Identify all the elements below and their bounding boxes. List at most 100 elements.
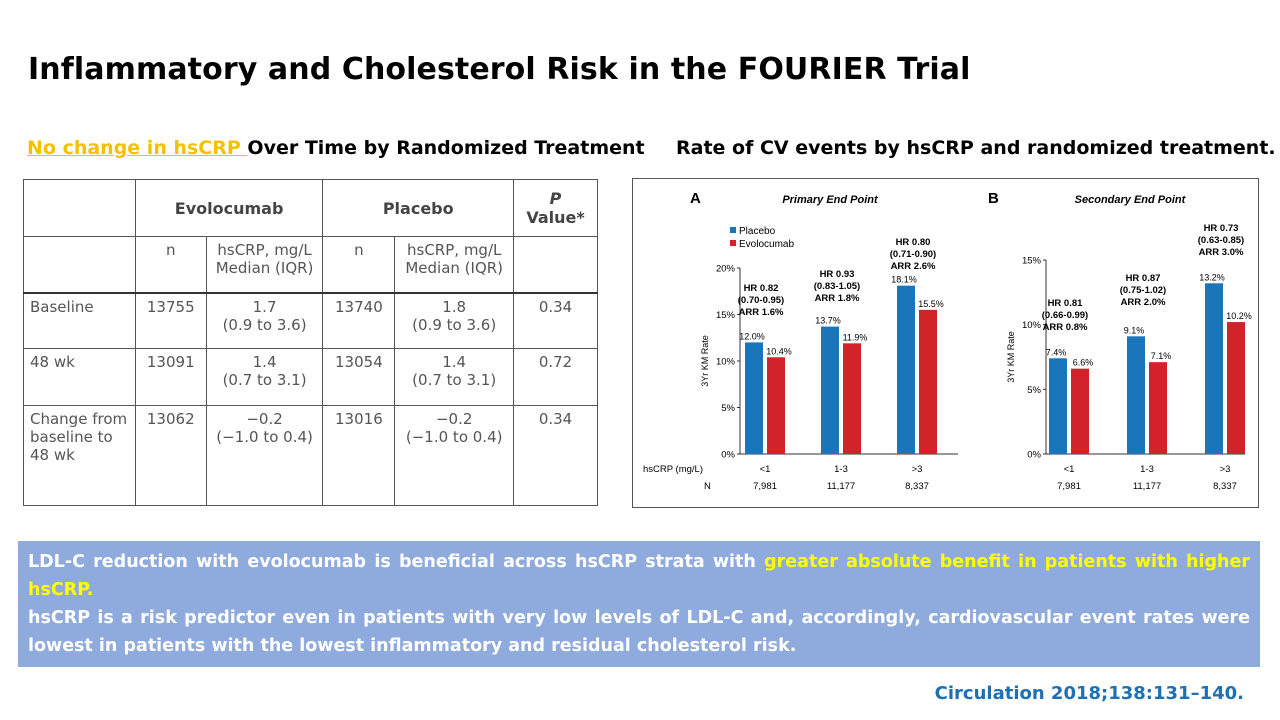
table-heading: No change in hsCRP Over Time by Randomiz… — [27, 137, 645, 159]
hr-annotation: ARR 1.6% — [739, 307, 784, 318]
summary-box: LDL-C reduction with evolocumab is benef… — [18, 541, 1260, 667]
y-tick-label: 15% — [716, 310, 736, 321]
y-tick-label: 15% — [1022, 256, 1042, 267]
cv-events-chart: A Primary End Point 0% 5% 10% 15% 20% 3Yr KM Ra… — [643, 190, 1252, 492]
cell-evo-median-value: −0.2 — [246, 410, 283, 428]
y-tick-label: 0% — [721, 450, 735, 461]
cell-evo-n: 13091 — [134, 348, 207, 406]
bar-value-label: 13.2% — [1199, 272, 1225, 282]
cell-pla-median-value: −0.2 — [435, 410, 473, 428]
table-heading-highlight: No change in hsCRP — [27, 137, 248, 159]
bar-value-label: 7.4% — [1046, 347, 1067, 357]
y-tick-label: 5% — [721, 403, 735, 414]
header-p-letter: P — [549, 189, 562, 208]
hr-annotation: ARR 0.8% — [1043, 322, 1088, 333]
n-value-label: 8,337 — [905, 481, 929, 492]
y-tick-label: 10% — [716, 357, 736, 368]
cell-pla-median: −0.2 (−1.0 to 0.4) — [394, 405, 515, 506]
chart-title: Secondary End Point — [1075, 194, 1187, 206]
n-value-label: 7,981 — [753, 481, 777, 492]
cell-pla-median-value: 1.8 — [442, 297, 467, 316]
subheader-pla-hscrp-line1: hsCRP, mg/L — [407, 241, 502, 259]
bar-placebo — [897, 285, 915, 454]
subheader-evo-hscrp: hsCRP, mg/L Median (IQR) — [205, 236, 324, 293]
bar-placebo — [1205, 283, 1223, 454]
bar-value-label: 6.6% — [1073, 358, 1094, 368]
y-tick-label: 0% — [1027, 450, 1041, 461]
citation: Circulation 2018;138:131–140. — [934, 683, 1244, 704]
hr-annotation: ARR 2.6% — [891, 261, 936, 272]
cell-evo-n: 13062 — [134, 405, 207, 506]
cell-evo-iqr: (0.9 to 3.6) — [222, 315, 307, 334]
subheader-evo-n: n — [134, 236, 207, 293]
table-heading-rest: Over Time by Randomized Treatment — [247, 137, 645, 159]
cell-evo-median: 1.4 (0.7 to 3.1) — [205, 348, 324, 406]
cell-pla-median: 1.8 (0.9 to 3.6) — [394, 291, 515, 349]
cell-evo-iqr: (−1.0 to 0.4) — [216, 428, 313, 446]
y-tick-label: 10% — [1022, 320, 1042, 331]
n-value-label: 11,177 — [1133, 481, 1161, 492]
bar-value-label: 18.1% — [891, 275, 917, 285]
hr-annotation: (0.66-0.99) — [1042, 310, 1088, 321]
cell-evo-median: 1.7 (0.9 to 3.6) — [205, 291, 324, 349]
table-row: Change from baseline to 48 wk 13062 −0.2… — [23, 405, 598, 506]
summary-line-1: LDL-C reduction with evolocumab is benef… — [28, 548, 1250, 604]
n-value-label: 11,177 — [827, 481, 855, 492]
cell-pla-iqr: (−1.0 to 0.4) — [405, 428, 503, 446]
bar-placebo — [821, 326, 839, 454]
legend-swatch-placebo — [730, 227, 736, 233]
x-category-label: 1-3 — [834, 464, 848, 475]
y-axis-label: 3Yr KM Rate — [1006, 331, 1016, 383]
y-tick-label: 5% — [1027, 385, 1041, 396]
x-category-label: <1 — [1064, 464, 1075, 475]
subheader-pla-hscrp-line2: Median (IQR) — [405, 259, 504, 277]
bar-evolocumab — [843, 343, 861, 454]
hr-annotation: (0.70-0.95) — [738, 295, 784, 306]
bar-value-label: 7.1% — [1151, 351, 1172, 361]
x-category-label: >3 — [912, 464, 923, 475]
bar-value-label: 12.0% — [739, 331, 765, 341]
x-category-label: 1-3 — [1140, 464, 1154, 475]
hr-annotation: (0.63-0.85) — [1198, 235, 1244, 246]
chart-title: Primary End Point — [782, 194, 879, 206]
n-row-label: N — [704, 481, 711, 492]
hr-annotation: ARR 1.8% — [815, 293, 860, 304]
n-value-label: 7,981 — [1057, 481, 1081, 492]
cell-evo-median: −0.2 (−1.0 to 0.4) — [205, 405, 324, 506]
bar-placebo — [1127, 336, 1145, 454]
subheader-pla-hscrp: hsCRP, mg/L Median (IQR) — [394, 236, 515, 293]
bar-evolocumab — [1227, 322, 1245, 454]
cell-pla-median-value: 1.4 — [442, 353, 467, 371]
hr-annotation: ARR 2.0% — [1121, 297, 1166, 308]
y-axis-label: 3Yr KM Rate — [700, 335, 710, 387]
cell-pla-n: 13016 — [322, 405, 396, 506]
cell-p-value: 0.72 — [513, 348, 598, 406]
x-axis-label: hsCRP (mg/L) — [643, 464, 703, 475]
bar-value-label: 9.1% — [1124, 325, 1145, 335]
row-label: Baseline — [23, 291, 136, 349]
hr-annotation: ARR 3.0% — [1199, 247, 1244, 258]
cell-pla-n: 13054 — [322, 348, 396, 406]
bar-evolocumab — [1071, 368, 1089, 454]
cell-p-value: 0.34 — [513, 405, 598, 506]
x-category-label: >3 — [1220, 464, 1231, 475]
panel-letter: B — [988, 190, 999, 207]
chart-heading: Rate of CV events by hsCRP and randomize… — [676, 137, 1276, 159]
cell-pla-median: 1.4 (0.7 to 3.1) — [394, 348, 515, 406]
bar-placebo — [1049, 358, 1067, 454]
row-label: Change from baseline to 48 wk — [23, 405, 136, 506]
subheader-pla-n: n — [322, 236, 396, 293]
bar-value-label: 13.7% — [815, 316, 841, 326]
cv-events-chart-panel: A Primary End Point 0% 5% 10% 15% 20% 3Yr KM Ra… — [632, 178, 1259, 508]
hr-annotation: HR 0.80 — [896, 237, 931, 248]
legend-label-placebo: Placebo — [739, 226, 776, 237]
header-p-value-word: Value* — [526, 208, 585, 227]
bar-evolocumab — [1149, 362, 1167, 454]
table-corner-cell — [23, 179, 136, 237]
hscrp-table: Evolocumab Placebo P Value* n hsCRP, mg/… — [23, 179, 598, 506]
row-label: 48 wk — [23, 348, 136, 406]
cell-pla-iqr: (0.9 to 3.6) — [412, 315, 497, 334]
hr-annotation: HR 0.73 — [1204, 223, 1239, 234]
summary-line-1-highlight: greater absolute benefit in patients wit… — [28, 552, 1250, 600]
legend-label-evolocumab: Evolocumab — [739, 239, 794, 250]
